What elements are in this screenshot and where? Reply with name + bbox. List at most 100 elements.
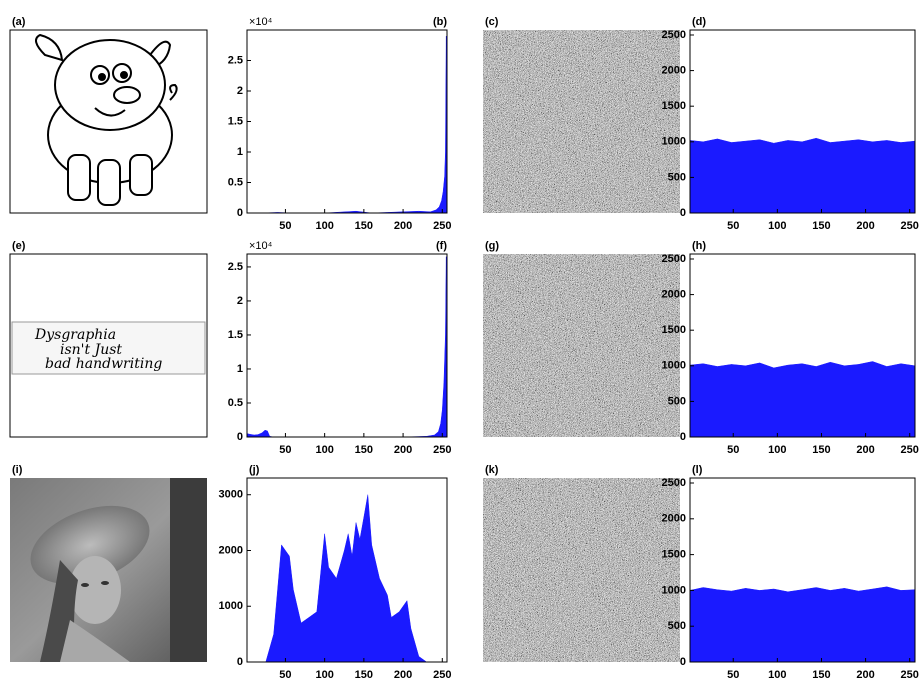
- panel-label: (b): [433, 16, 447, 28]
- handwriting: Dysgraphia: [34, 327, 116, 343]
- noise-image: [483, 478, 680, 662]
- noise-image: [483, 30, 680, 213]
- panel-label: (g): [485, 240, 499, 252]
- x-tick-label: 50: [727, 220, 739, 232]
- panel-label: (j): [249, 464, 260, 476]
- x-tick-label: 250: [433, 220, 451, 232]
- x-tick-label: 50: [279, 669, 291, 681]
- y-tick-label: 2: [237, 295, 243, 307]
- x-tick-label: 250: [901, 444, 919, 456]
- x-tick-label: 200: [394, 220, 412, 232]
- y-tick-label: 1000: [662, 360, 686, 372]
- axis-exponent: ×10⁴: [249, 16, 273, 28]
- y-tick-label: 2500: [662, 253, 686, 265]
- handwriting: bad handwriting: [45, 356, 162, 372]
- y-tick-label: 0: [680, 656, 686, 668]
- y-tick-label: 0.5: [228, 176, 243, 188]
- axes-box: [689, 477, 916, 663]
- panel-label: (k): [485, 464, 499, 476]
- x-tick-label: 150: [355, 220, 373, 232]
- y-tick-label: 1.5: [228, 115, 243, 127]
- note-paper: [11, 321, 206, 375]
- panel-label: (a): [12, 16, 26, 28]
- y-tick-label: 2000: [662, 513, 686, 525]
- x-tick-label: 150: [812, 220, 830, 232]
- x-tick-label: 150: [812, 444, 830, 456]
- y-tick-label: 2.5: [228, 54, 243, 66]
- histogram-area: [689, 137, 916, 214]
- axes-box: [689, 253, 916, 438]
- x-tick-label: 150: [355, 669, 373, 681]
- y-tick-label: 3000: [219, 489, 243, 501]
- x-tick-label: 200: [856, 444, 874, 456]
- noise-image: [483, 254, 680, 437]
- y-tick-label: 2500: [662, 29, 686, 41]
- x-tick-label: 100: [768, 444, 786, 456]
- x-tick-label: 200: [856, 669, 874, 681]
- y-tick-label: 2000: [219, 544, 243, 556]
- x-tick-label: 150: [812, 669, 830, 681]
- panel-label: (h): [692, 240, 706, 252]
- y-tick-label: 2500: [662, 477, 686, 489]
- panel-label: (d): [692, 16, 706, 28]
- histogram-area: [246, 256, 448, 438]
- y-tick-label: 1000: [219, 600, 243, 612]
- y-tick-label: 1500: [662, 100, 686, 112]
- histogram-area: [247, 494, 447, 663]
- y-tick-label: 1: [237, 146, 243, 158]
- handwriting: isn't Just: [60, 342, 122, 358]
- photo: [10, 478, 207, 662]
- pig-drawing: [35, 33, 178, 206]
- x-tick-label: 250: [433, 669, 451, 681]
- histogram-area: [689, 586, 916, 663]
- x-tick-label: 100: [315, 669, 333, 681]
- axes-box: [246, 477, 448, 663]
- x-tick-label: 100: [768, 669, 786, 681]
- panel-label: (c): [485, 16, 499, 28]
- y-tick-label: 2000: [662, 64, 686, 76]
- x-tick-label: 100: [768, 220, 786, 232]
- x-tick-label: 150: [355, 444, 373, 456]
- x-tick-label: 250: [901, 669, 919, 681]
- y-tick-label: 500: [668, 171, 686, 183]
- x-tick-label: 200: [394, 444, 412, 456]
- x-tick-label: 250: [901, 220, 919, 232]
- y-tick-label: 0: [680, 207, 686, 219]
- axes-box: [246, 29, 448, 214]
- y-tick-label: 1500: [662, 324, 686, 336]
- y-tick-label: 1: [237, 363, 243, 375]
- y-tick-label: 2000: [662, 288, 686, 300]
- y-tick-label: 2: [237, 85, 243, 97]
- y-tick-label: 1500: [662, 549, 686, 561]
- x-tick-label: 50: [727, 669, 739, 681]
- x-tick-label: 100: [315, 220, 333, 232]
- y-tick-label: 0: [680, 431, 686, 443]
- x-tick-label: 50: [279, 220, 291, 232]
- panel-label: (l): [692, 464, 703, 476]
- y-tick-label: 500: [668, 395, 686, 407]
- y-tick-label: 0.5: [228, 397, 243, 409]
- x-tick-label: 50: [279, 444, 291, 456]
- y-tick-label: 0: [237, 656, 243, 668]
- y-tick-label: 500: [668, 620, 686, 632]
- y-tick-label: 1000: [662, 584, 686, 596]
- histogram-area: [689, 361, 916, 438]
- x-tick-label: 200: [856, 220, 874, 232]
- histogram-area: [247, 36, 448, 214]
- x-tick-label: 250: [433, 444, 451, 456]
- axes-box: [246, 253, 448, 438]
- axis-exponent: ×10⁴: [249, 240, 273, 252]
- x-tick-label: 200: [394, 669, 412, 681]
- y-tick-label: 0: [237, 431, 243, 443]
- axes-box: [689, 29, 916, 214]
- x-tick-label: 50: [727, 444, 739, 456]
- y-tick-label: 2.5: [228, 261, 243, 273]
- panel-label: (f): [436, 240, 447, 252]
- y-tick-label: 0: [237, 207, 243, 219]
- panel-label: (e): [12, 240, 26, 252]
- x-tick-label: 100: [315, 444, 333, 456]
- panel-label: (i): [12, 464, 23, 476]
- y-tick-label: 1.5: [228, 329, 243, 341]
